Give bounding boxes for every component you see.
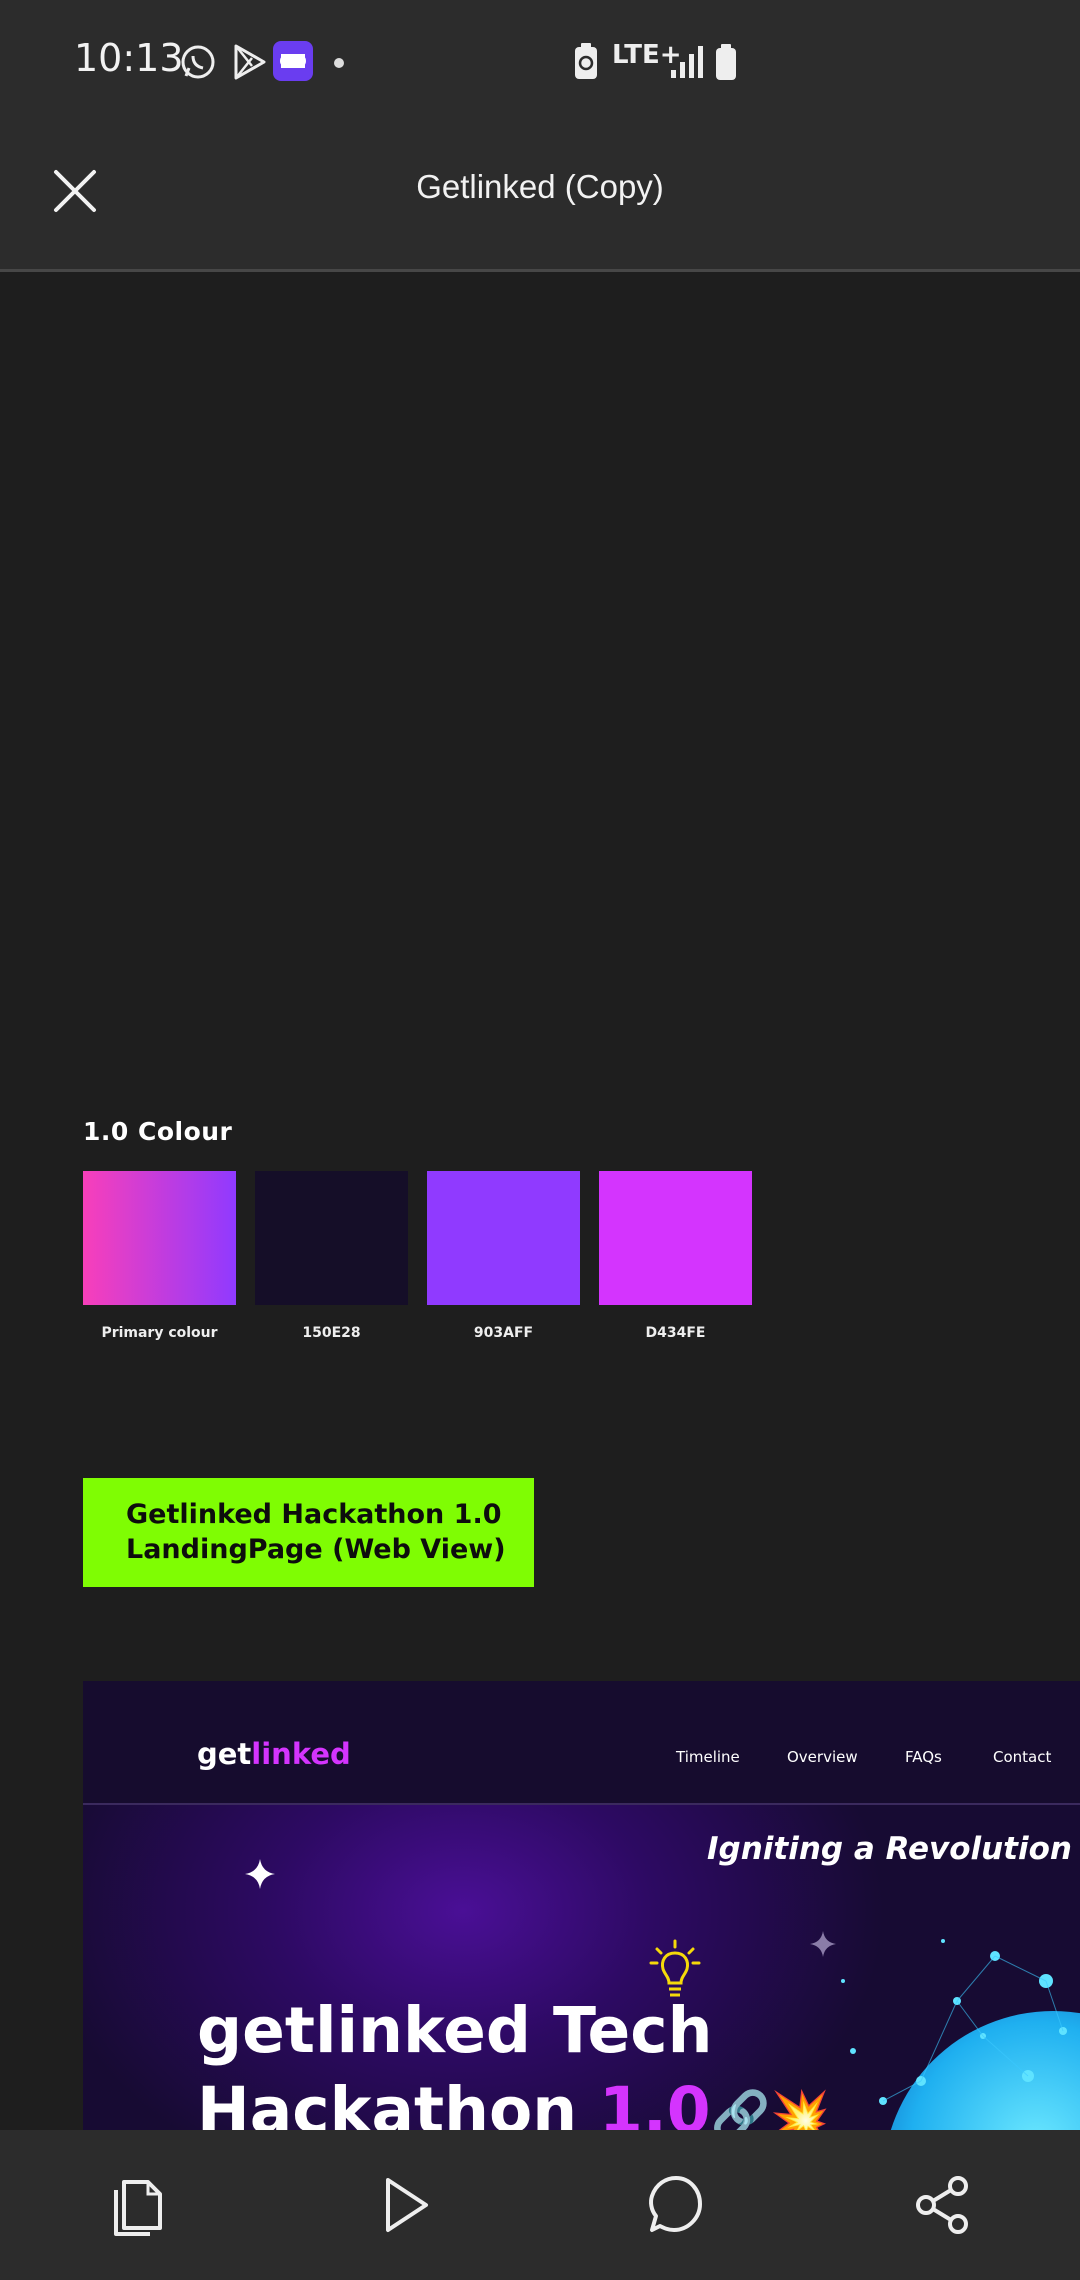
lp-nav-overview: Overview xyxy=(787,1748,858,1766)
sparkle-icon xyxy=(810,1931,836,1957)
landing-page-frame[interactable]: getlinked Timeline Overview FAQs Contact… xyxy=(83,1681,1080,2130)
lp-logo: getlinked xyxy=(197,1737,351,1771)
close-icon[interactable] xyxy=(48,164,102,218)
lp-nav-contact: Contact xyxy=(993,1748,1052,1766)
lp-tagline: Igniting a Revolution xyxy=(707,1831,1072,1867)
pages-icon[interactable] xyxy=(104,2172,170,2238)
app-header: Getlinked (Copy) xyxy=(0,120,1080,272)
network-type: LTE+ xyxy=(612,40,682,70)
design-canvas[interactable]: 1.0 Colour Primary colour 150E28 903AFF … xyxy=(0,275,1080,2130)
lp-emojis: 🔗💥 xyxy=(710,2088,831,2130)
page-title: Getlinked (Copy) xyxy=(416,168,664,205)
whatsapp-icon xyxy=(181,45,215,79)
section-label: Getlinked Hackathon 1.0 LandingPage (Web… xyxy=(83,1478,534,1587)
status-time: 10:13 xyxy=(74,36,184,80)
play-store-icon xyxy=(234,44,266,80)
comment-icon[interactable] xyxy=(642,2172,708,2238)
swatch-label: D434FE xyxy=(645,1325,706,1341)
signal-icon xyxy=(671,46,703,78)
colour-section-heading: 1.0 Colour xyxy=(83,1117,233,1146)
lp-particle-network xyxy=(800,1939,1067,2114)
swatch-label: Primary colour xyxy=(101,1325,218,1341)
lp-nav-faqs: FAQs xyxy=(905,1748,942,1766)
status-bar: 10:13 LTE+ xyxy=(0,0,1080,120)
notification-dot xyxy=(334,58,344,68)
lightbulb-icon xyxy=(649,1939,701,1997)
swatch-primary-colour xyxy=(83,1171,236,1305)
lp-headline: getlinked Tech Hackathon 1.0🔗💥 xyxy=(197,1991,830,2130)
bottom-toolbar xyxy=(0,2130,1080,2280)
section-label-line1: Getlinked Hackathon 1.0 xyxy=(126,1499,502,1530)
lp-navbar: getlinked Timeline Overview FAQs Contact xyxy=(83,1681,1080,1805)
section-label-line2: LandingPage (Web View) xyxy=(126,1534,506,1565)
swatch-150e28 xyxy=(255,1171,408,1305)
lp-headline-line1: getlinked Tech xyxy=(197,1994,713,2067)
lp-nav-timeline: Timeline xyxy=(676,1748,740,1766)
share-icon[interactable] xyxy=(910,2172,976,2238)
battery-icon xyxy=(716,44,736,80)
battery-saver-icon xyxy=(575,43,597,79)
app-badge-icon xyxy=(273,41,313,81)
play-icon[interactable] xyxy=(372,2172,438,2238)
swatch-d434fe xyxy=(599,1171,752,1305)
swatch-903aff xyxy=(427,1171,580,1305)
sparkle-icon xyxy=(245,1859,275,1889)
swatch-label: 903AFF xyxy=(473,1325,534,1341)
lp-headline-line2: Hackathon 1.0🔗💥 xyxy=(197,2071,830,2130)
swatch-label: 150E28 xyxy=(302,1325,361,1341)
